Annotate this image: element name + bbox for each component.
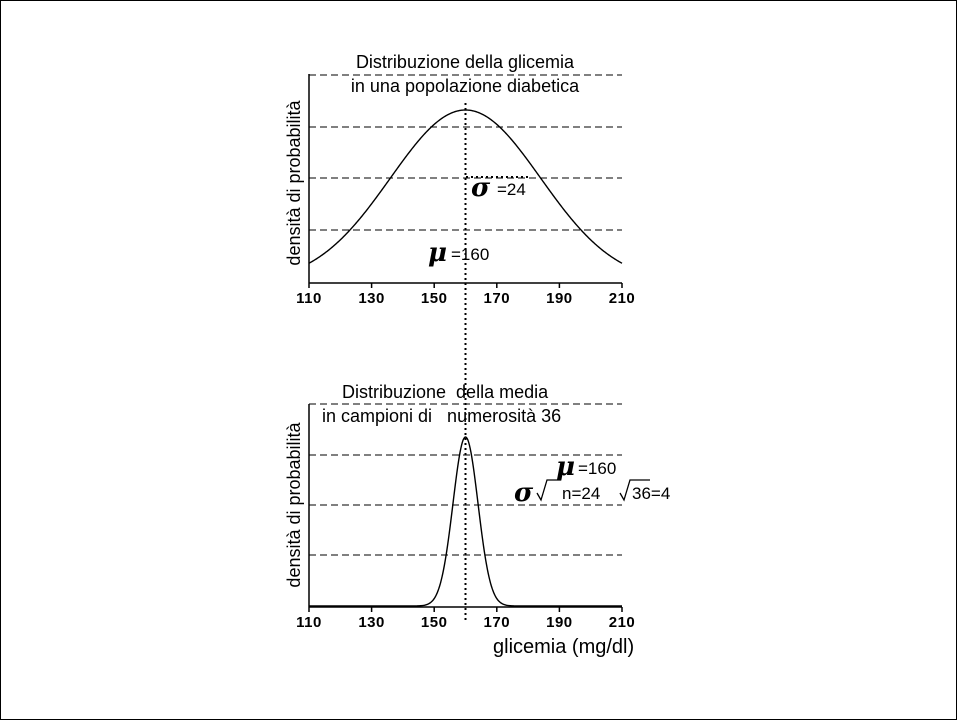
bottom-x-tick-label: 110 [296,614,322,631]
bottom-x-tick-labels: 110 130 150 170 190 210 [296,614,635,631]
top-x-tick-label: 110 [296,290,322,307]
top-title-line2: in una popolazione diabetica [351,76,580,96]
bottom-chart: 110 130 150 170 190 210 Distribuzione della m… [284,382,670,658]
bottom-x-tick-label: 130 [358,614,385,631]
top-x-tick-label: 190 [546,290,573,307]
bottom-mu-symbol: μ [556,452,575,482]
top-chart: 110 130 150 170 190 210 Distribuzione della g… [284,52,635,307]
top-x-ticks [308,283,623,288]
bottom-y-axis-label: densità di probabilità [284,421,304,587]
top-sigma-symbol: σ [471,173,491,203]
top-x-tick-label: 130 [358,290,385,307]
top-y-axis-label: densità di probabilità [284,99,304,265]
bottom-density-curve [309,436,622,607]
top-x-tick-labels: 110 130 150 170 190 210 [296,290,635,307]
top-mu-symbol: μ [428,238,447,268]
bottom-x-tick-label: 210 [609,614,636,631]
bottom-title-line1: Distribuzione della media [342,382,549,402]
x-axis-label: glicemia (mg/dl) [493,636,634,658]
top-sigma-value: =24 [497,180,526,199]
top-x-tick-label: 150 [421,290,448,307]
bottom-x-tick-label: 170 [484,614,511,631]
top-x-tick-label: 210 [609,290,636,307]
sqrt-sign-n [536,479,561,502]
top-density-curve [308,109,623,264]
bottom-sigma-formula-b: 36=4 [632,484,670,503]
bottom-x-tick-label: 190 [546,614,573,631]
top-gridlines [309,74,622,231]
bottom-sigma-symbol: σ [514,478,534,508]
top-mu-value: =160 [451,245,489,264]
top-x-tick-label: 170 [484,290,511,307]
top-title-line1: Distribuzione della glicemia [356,52,575,72]
bottom-sigma-formula-a: n=24 [562,484,600,503]
bottom-mu-value: =160 [578,459,616,478]
sqrt-sign-36 [619,479,650,502]
bottom-x-ticks [308,607,623,612]
bottom-title-line2: in campioni di numerosità 36 [322,406,561,426]
bottom-x-tick-label: 150 [421,614,448,631]
